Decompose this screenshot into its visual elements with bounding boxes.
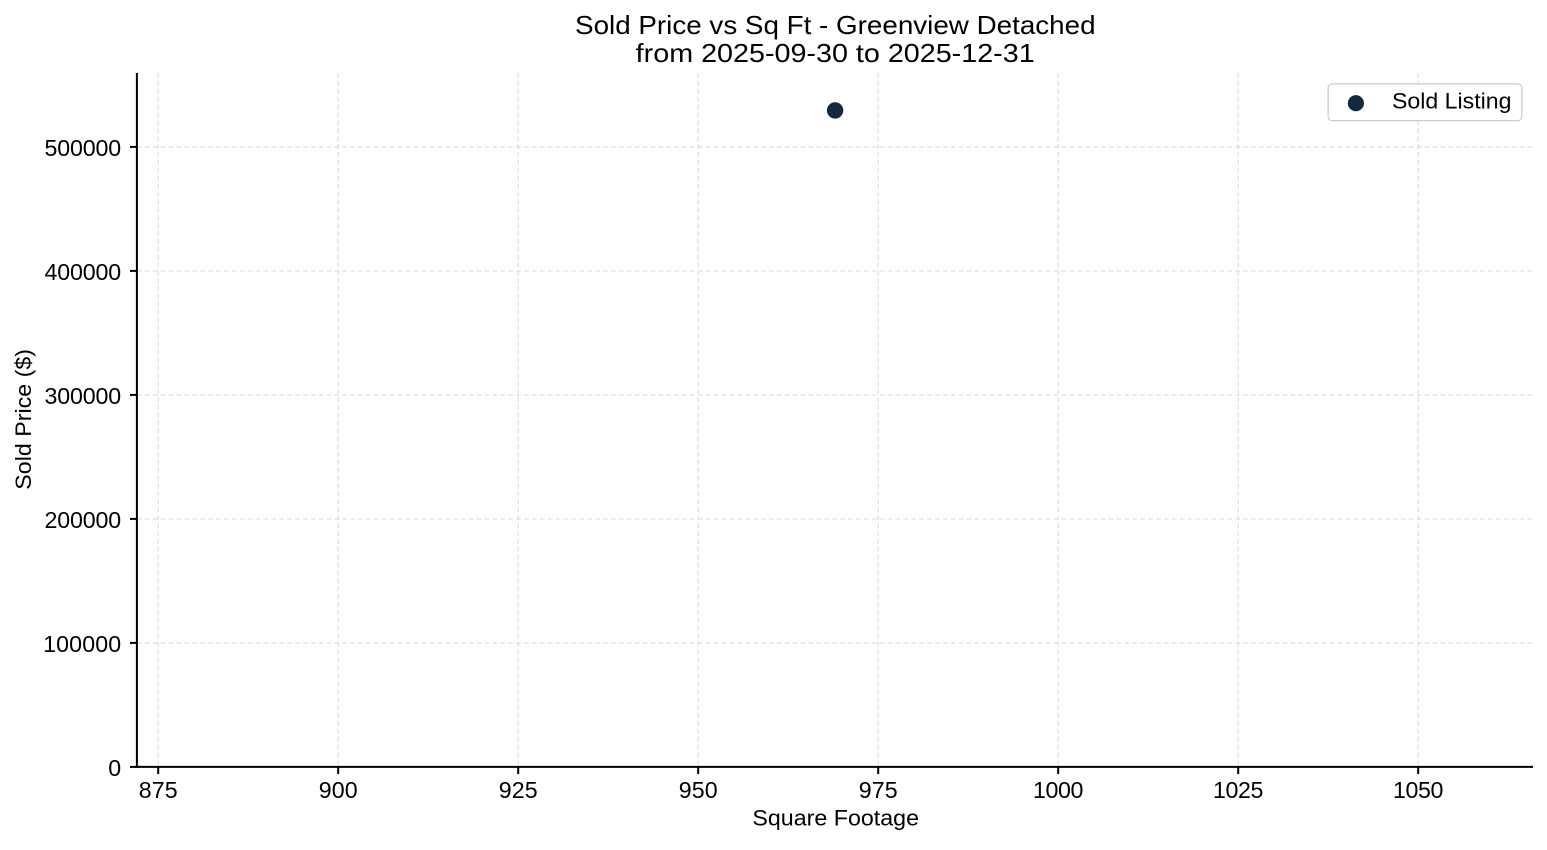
svg-text:from 2025-09-30 to 2025-12-31: from 2025-09-30 to 2025-12-31: [636, 38, 1035, 68]
svg-text:1000: 1000: [1033, 777, 1083, 803]
svg-text:200000: 200000: [45, 507, 122, 533]
svg-text:400000: 400000: [45, 259, 122, 285]
svg-text:300000: 300000: [45, 383, 122, 409]
svg-text:Sold Price ($): Sold Price ($): [11, 349, 36, 490]
svg-text:900: 900: [319, 777, 358, 803]
svg-text:100000: 100000: [43, 631, 121, 657]
svg-text:950: 950: [679, 777, 718, 803]
svg-text:1050: 1050: [1393, 777, 1443, 803]
svg-text:Square Footage: Square Footage: [752, 805, 919, 830]
svg-text:975: 975: [859, 777, 898, 803]
svg-text:Sold Listing: Sold Listing: [1392, 89, 1512, 114]
svg-text:Sold Price vs Sq Ft - Greenvie: Sold Price vs Sq Ft - Greenview Detached: [575, 10, 1096, 40]
svg-text:875: 875: [139, 777, 178, 803]
svg-text:1025: 1025: [1213, 777, 1263, 803]
svg-text:500000: 500000: [45, 135, 122, 161]
svg-text:925: 925: [499, 777, 538, 803]
svg-text:0: 0: [108, 755, 121, 781]
